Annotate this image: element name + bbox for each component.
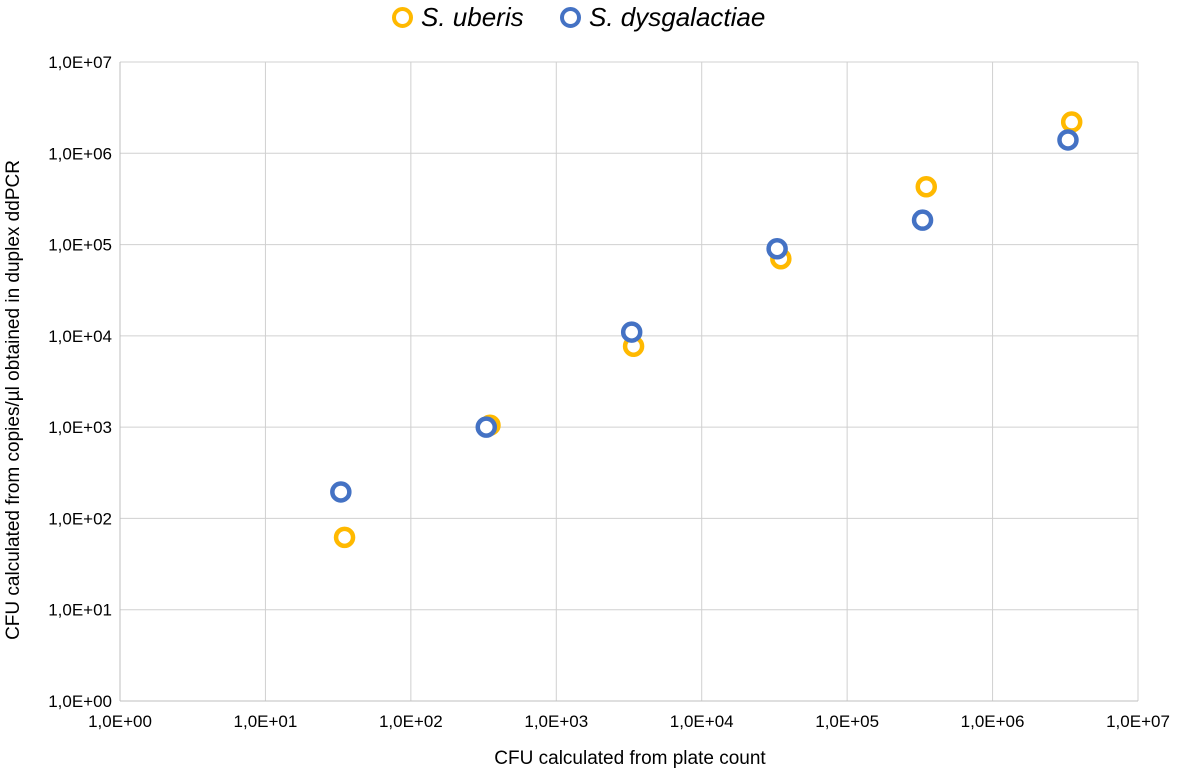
y-tick-label: 1,0E+02	[48, 509, 112, 528]
data-point-s-dysgalactiae	[620, 321, 643, 343]
grid-lines	[120, 61, 1139, 701]
x-tick-label: 1,0E+06	[961, 712, 1025, 731]
y-tick-label: 1,0E+05	[48, 236, 112, 255]
x-tick-label: 1,0E+01	[234, 712, 298, 731]
legend-marker-s-dysgalactiae	[560, 7, 581, 28]
legend-item-s-uberis: S. uberis	[392, 2, 524, 33]
x-tick-label: 1,0E+04	[670, 712, 734, 731]
data-point-s-dysgalactiae	[911, 209, 934, 231]
data-point-s-uberis	[333, 526, 356, 549]
data-point-s-uberis	[1060, 111, 1083, 133]
legend-item-s-dysgalactiae: S. dysgalactiae	[560, 2, 765, 33]
legend-label-s-uberis: S. uberis	[421, 2, 524, 32]
y-tick-label: 1,0E+00	[48, 692, 112, 711]
y-tick-label: 1,0E+07	[48, 53, 112, 72]
axes	[119, 62, 1138, 702]
legend-marker-s-uberis	[392, 7, 413, 28]
x-tick-labels: 1,0E+00 1,0E+01 1,0E+02 1,0E+03 1,0E+04 1,0E+…	[88, 712, 1170, 731]
x-tick-label: 1,0E+03	[524, 712, 588, 731]
y-tick-label: 1,0E+06	[48, 144, 112, 163]
x-tick-label: 1,0E+05	[815, 712, 879, 731]
data-point-s-uberis	[915, 175, 938, 198]
legend-label-s-dysgalactiae: S. dysgalactiae	[589, 2, 766, 32]
data-point-s-dysgalactiae	[1057, 129, 1079, 151]
y-tick-label: 1,0E+04	[48, 327, 112, 346]
legend: S. uberis S. dysgalactiae	[0, 0, 1181, 32]
x-tick-label: 1,0E+02	[379, 712, 443, 731]
data-point-s-dysgalactiae	[766, 237, 788, 260]
x-tick-label: 1,0E+00	[88, 712, 152, 731]
data-point-s-dysgalactiae	[475, 416, 498, 438]
y-tick-label: 1,0E+03	[48, 418, 112, 437]
y-tick-label: 1,0E+01	[48, 601, 112, 620]
y-tick-labels: 1,0E+00 1,0E+01 1,0E+02 1,0E+03 1,0E+04 1,0E+…	[48, 53, 112, 711]
y-axis-title: CFU calculated from copies/µl obtained i…	[3, 160, 24, 640]
x-axis-title: CFU calculated from plate count	[494, 748, 766, 769]
x-tick-label: 1,0E+07	[1106, 712, 1170, 731]
data-points	[330, 111, 1083, 549]
data-point-s-dysgalactiae	[330, 481, 352, 503]
